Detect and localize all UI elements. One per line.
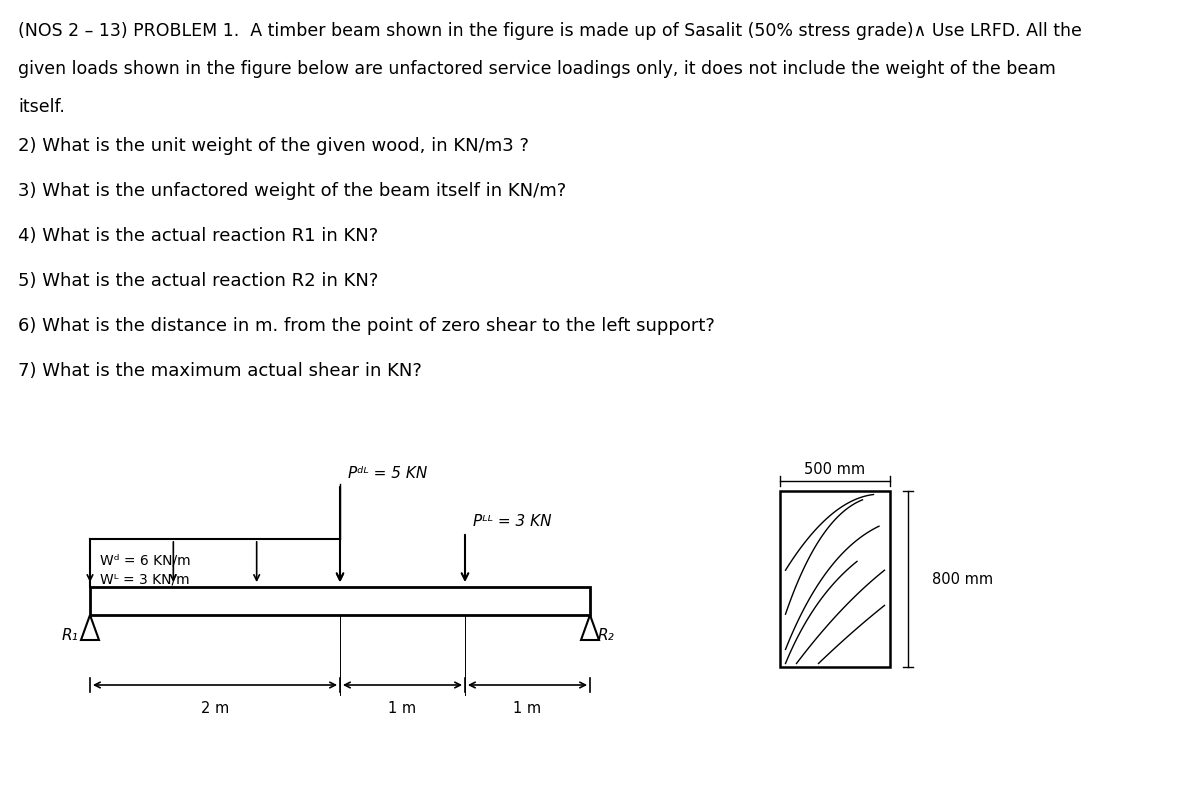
Text: 500 mm: 500 mm: [804, 461, 865, 476]
Text: itself.: itself.: [18, 98, 65, 116]
Text: Wᵈ = 6 KN/m
Wᴸ = 3 KN/m: Wᵈ = 6 KN/m Wᴸ = 3 KN/m: [100, 554, 191, 586]
Text: 800 mm: 800 mm: [932, 571, 994, 586]
Text: 1 m: 1 m: [389, 701, 416, 716]
Text: 3) What is the unfactored weight of the beam itself in KN/m?: 3) What is the unfactored weight of the …: [18, 182, 566, 200]
Text: given loads shown in the figure below are unfactored service loadings only, it d: given loads shown in the figure below ar…: [18, 60, 1056, 78]
Polygon shape: [581, 615, 599, 640]
Text: 2 m: 2 m: [200, 701, 229, 716]
Text: R₂: R₂: [598, 627, 614, 642]
Text: R₁: R₁: [62, 627, 79, 642]
Bar: [780, 491, 890, 667]
Text: 1 m: 1 m: [514, 701, 541, 716]
Text: 6) What is the distance in m. from the point of zero shear to the left support?: 6) What is the distance in m. from the p…: [18, 317, 715, 335]
Text: 4) What is the actual reaction R1 in KN?: 4) What is the actual reaction R1 in KN?: [18, 227, 378, 245]
Text: 5) What is the actual reaction R2 in KN?: 5) What is the actual reaction R2 in KN?: [18, 272, 378, 290]
Text: Pᴸᴸ = 3 KN: Pᴸᴸ = 3 KN: [473, 515, 552, 530]
Polygon shape: [82, 615, 98, 640]
Text: 7) What is the maximum actual shear in KN?: 7) What is the maximum actual shear in K…: [18, 362, 422, 380]
Text: Pᵈᴸ = 5 KN: Pᵈᴸ = 5 KN: [348, 467, 427, 482]
Bar: [90, 587, 590, 615]
Text: 2) What is the unit weight of the given wood, in KN/m3 ?: 2) What is the unit weight of the given …: [18, 137, 529, 155]
Text: (NOS 2 – 13) PROBLEM 1.  A timber beam shown in the figure is made up of Sasalit: (NOS 2 – 13) PROBLEM 1. A timber beam sh…: [18, 22, 1082, 40]
